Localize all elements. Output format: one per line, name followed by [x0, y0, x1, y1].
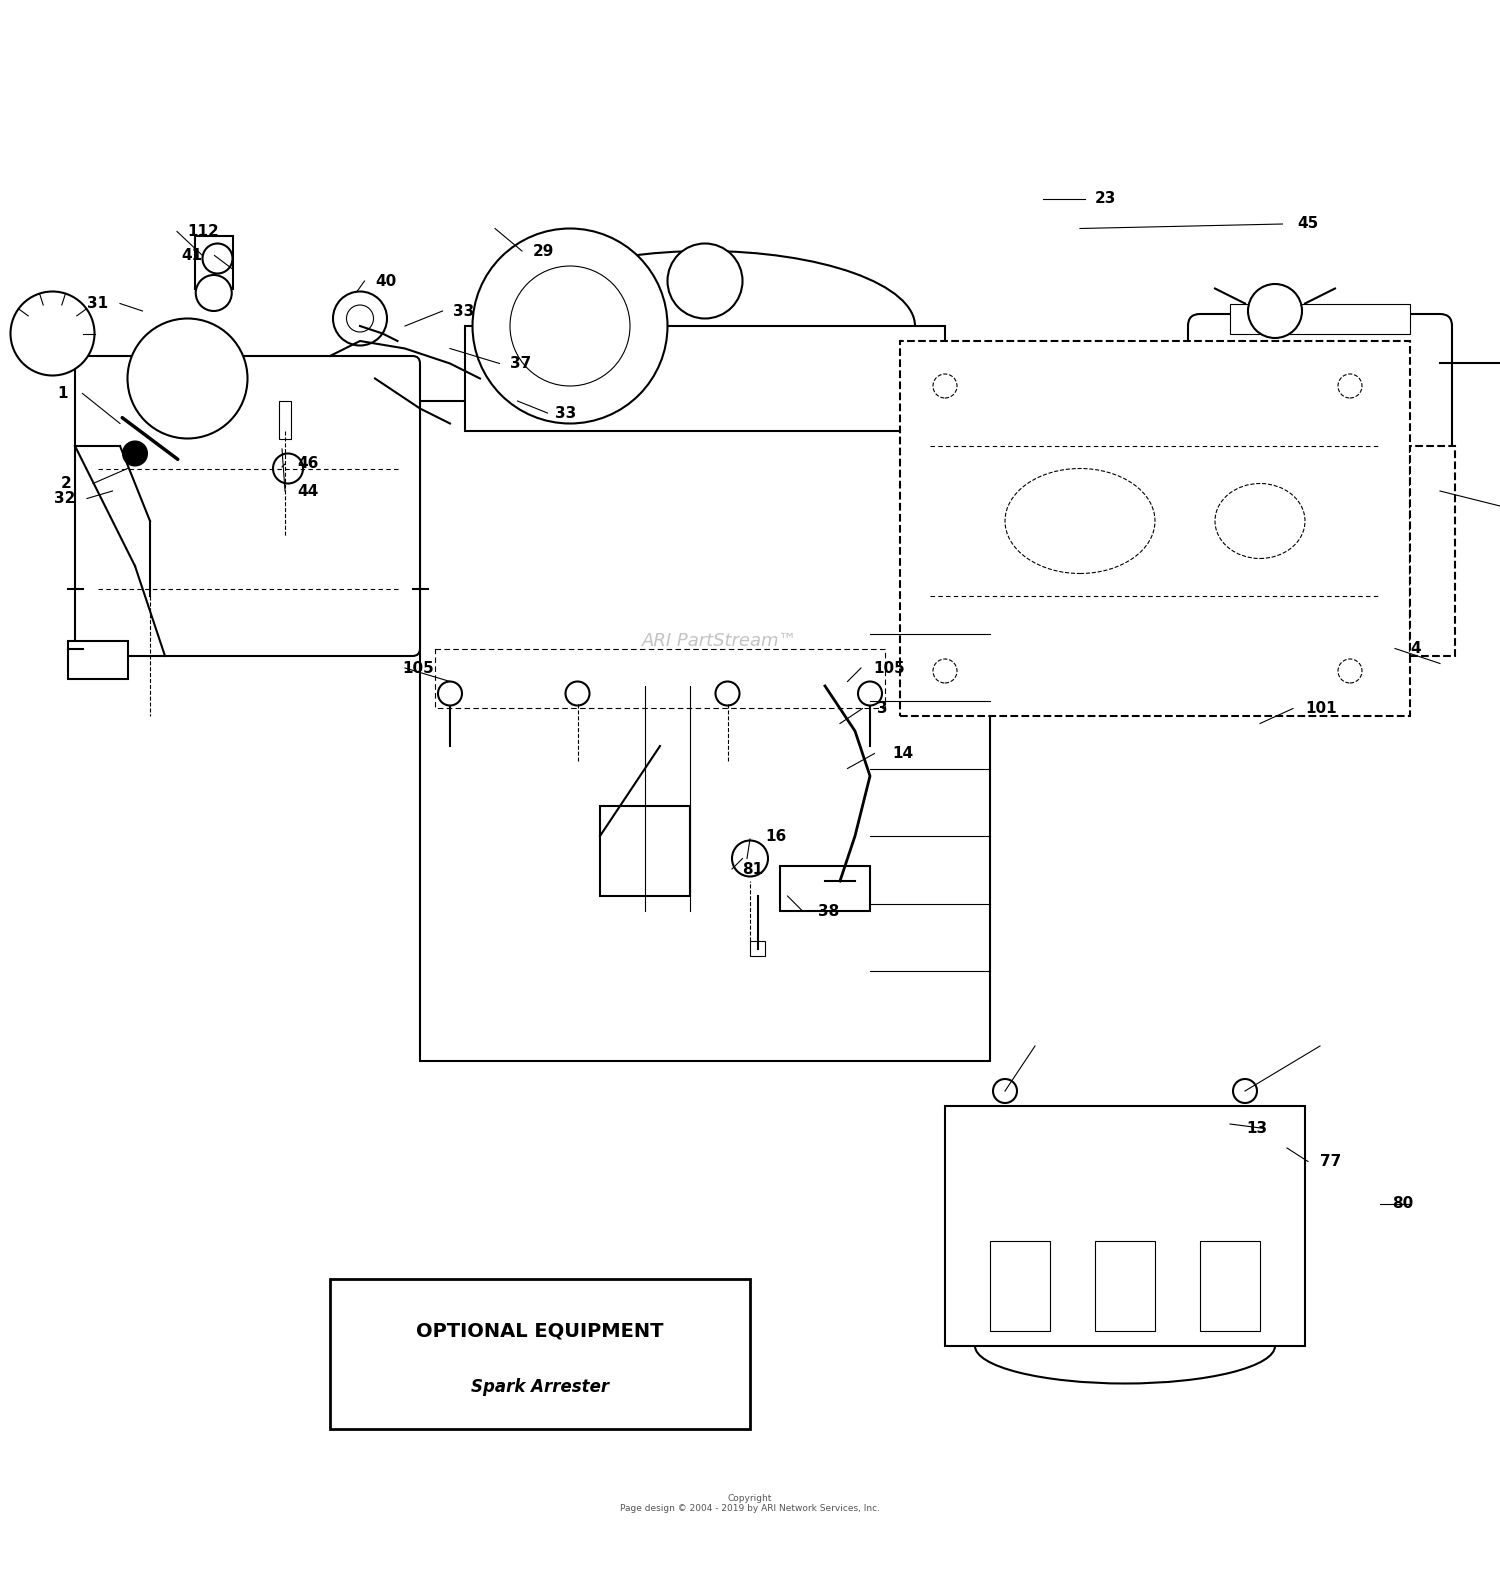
- Text: 16: 16: [765, 829, 786, 843]
- Bar: [990, 1240, 1050, 1330]
- Circle shape: [1233, 1079, 1257, 1103]
- Text: 44: 44: [297, 484, 318, 498]
- FancyBboxPatch shape: [75, 356, 420, 657]
- Text: 40: 40: [375, 274, 396, 288]
- Ellipse shape: [1005, 468, 1155, 574]
- Bar: [279, 400, 291, 438]
- Text: 14: 14: [892, 747, 914, 761]
- Text: 13: 13: [1246, 1122, 1268, 1136]
- Bar: [1230, 304, 1410, 334]
- Text: 2: 2: [62, 476, 72, 490]
- Bar: [195, 236, 232, 288]
- FancyBboxPatch shape: [1188, 313, 1452, 533]
- Bar: [750, 941, 765, 956]
- Circle shape: [1323, 520, 1377, 574]
- Text: 80: 80: [1392, 1196, 1413, 1210]
- Circle shape: [1162, 372, 1208, 416]
- Circle shape: [1338, 373, 1362, 399]
- Circle shape: [10, 291, 94, 375]
- Circle shape: [438, 682, 462, 706]
- Circle shape: [716, 682, 740, 706]
- Bar: [1095, 1240, 1155, 1330]
- Circle shape: [472, 228, 668, 424]
- Bar: [945, 1106, 1305, 1346]
- Text: 105: 105: [402, 661, 433, 676]
- Circle shape: [346, 305, 374, 332]
- Circle shape: [1338, 660, 1362, 683]
- Bar: [68, 641, 128, 679]
- Bar: [1410, 446, 1455, 657]
- Text: 33: 33: [555, 405, 576, 421]
- Circle shape: [128, 318, 248, 438]
- Circle shape: [933, 660, 957, 683]
- Text: ARI PartStream™: ARI PartStream™: [642, 631, 798, 650]
- Text: 41: 41: [182, 248, 203, 263]
- Text: 81: 81: [742, 862, 764, 876]
- Text: 105: 105: [873, 661, 904, 676]
- Circle shape: [566, 682, 590, 706]
- Circle shape: [1248, 285, 1302, 339]
- Circle shape: [858, 682, 882, 706]
- Text: 77: 77: [1320, 1153, 1341, 1169]
- Bar: [780, 865, 870, 911]
- Text: OPTIONAL EQUIPMENT: OPTIONAL EQUIPMENT: [416, 1321, 663, 1340]
- Text: 38: 38: [818, 903, 839, 919]
- Text: 37: 37: [510, 356, 531, 372]
- Circle shape: [123, 441, 147, 465]
- Text: Copyright
Page design © 2004 - 2019 by ARI Network Services, Inc.: Copyright Page design © 2004 - 2019 by A…: [620, 1493, 880, 1514]
- Circle shape: [668, 244, 742, 318]
- Circle shape: [202, 244, 232, 274]
- Circle shape: [333, 291, 387, 345]
- Circle shape: [993, 1079, 1017, 1103]
- Text: 33: 33: [453, 304, 474, 318]
- Bar: [465, 326, 945, 430]
- Circle shape: [732, 840, 768, 876]
- FancyArrowPatch shape: [122, 418, 178, 459]
- Circle shape: [273, 454, 303, 484]
- Text: 1: 1: [57, 386, 68, 400]
- Text: 29: 29: [532, 244, 554, 258]
- Bar: [600, 805, 690, 895]
- Bar: [900, 342, 1410, 717]
- Text: 32: 32: [54, 490, 75, 506]
- Text: 112: 112: [188, 225, 219, 239]
- Bar: [1200, 1240, 1260, 1330]
- Text: 3: 3: [878, 701, 888, 717]
- Circle shape: [933, 373, 957, 399]
- Text: 4: 4: [1410, 641, 1420, 657]
- Circle shape: [195, 275, 231, 312]
- Text: 101: 101: [1305, 701, 1336, 717]
- Text: 46: 46: [297, 457, 318, 471]
- Bar: [330, 1278, 750, 1429]
- Text: 23: 23: [1095, 191, 1116, 206]
- Text: 45: 45: [1298, 217, 1318, 231]
- Ellipse shape: [1215, 484, 1305, 558]
- Text: 31: 31: [87, 296, 108, 312]
- Text: Spark Arrester: Spark Arrester: [471, 1378, 609, 1395]
- Circle shape: [510, 266, 630, 386]
- Bar: [420, 400, 990, 1062]
